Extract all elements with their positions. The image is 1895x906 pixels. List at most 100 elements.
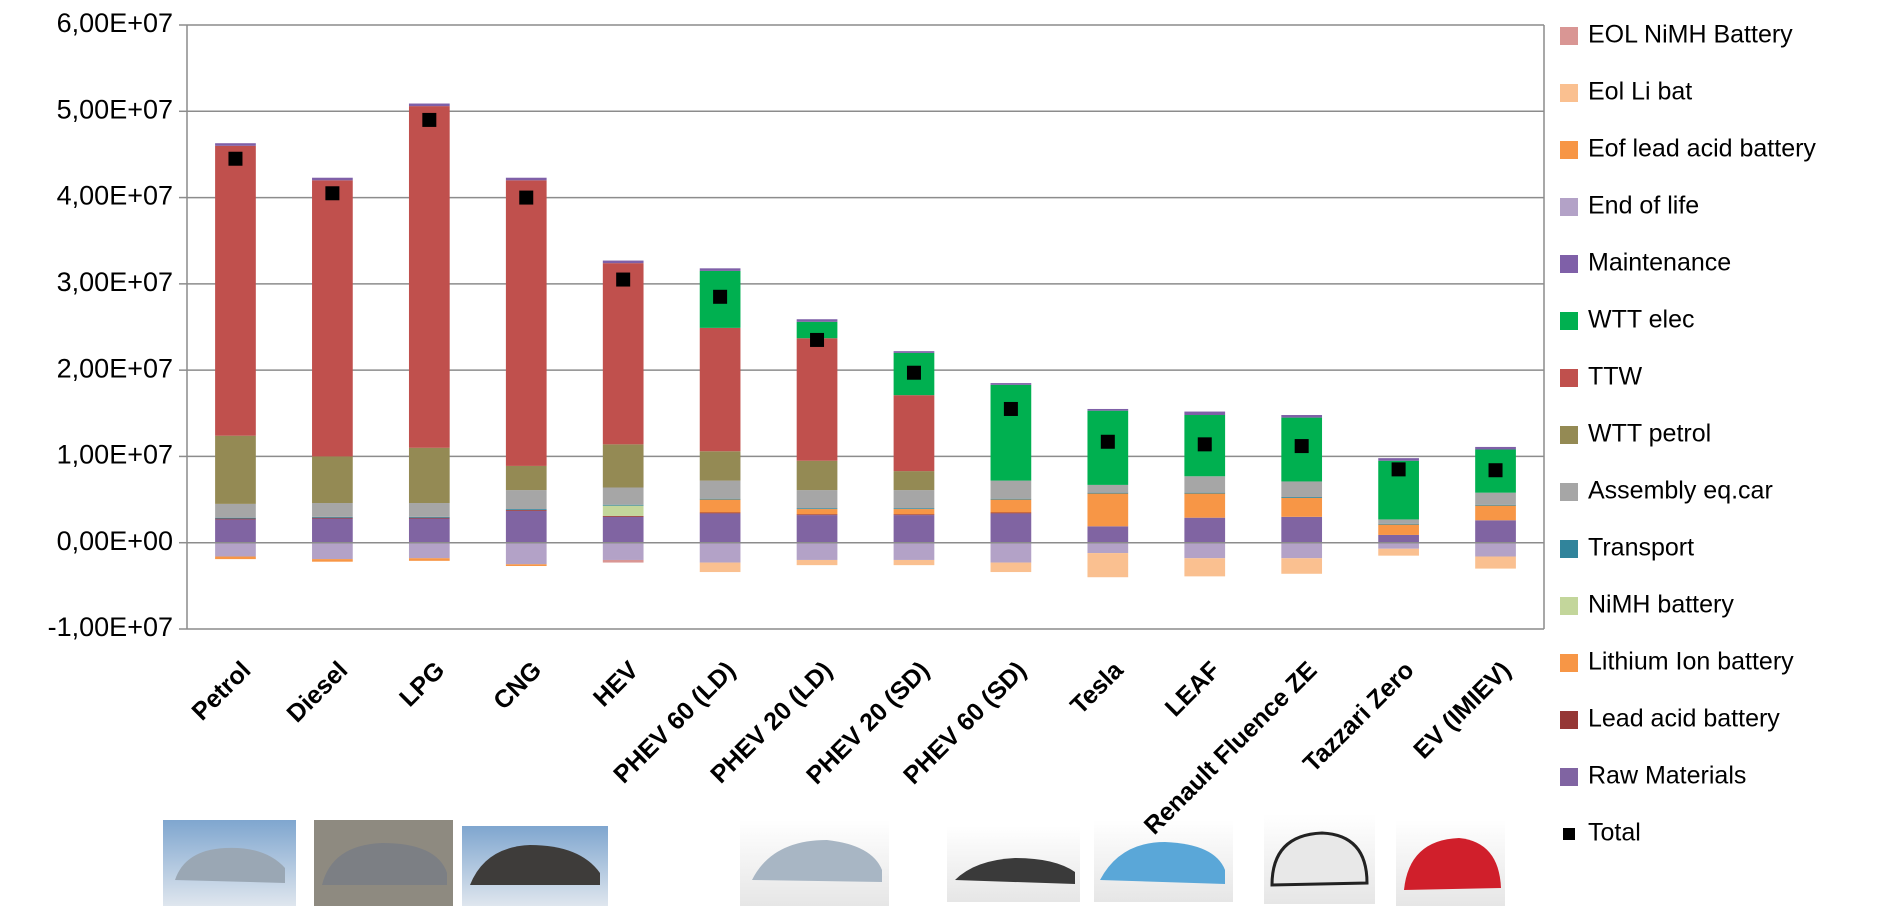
bar-segment [796,319,838,322]
legend-label: Transport [1588,534,1694,562]
bar-segment [990,498,1032,500]
bar-segment [602,542,644,560]
x-tick-label: Diesel [281,656,353,728]
car-shape [470,845,600,885]
legend-label: Assembly eq.car [1588,477,1773,505]
bar-segment [215,556,256,560]
car-shape [1100,842,1225,884]
legend-swatch [1560,597,1578,615]
x-tick-label: Renault Fluence ZE [1139,656,1323,840]
total-marker [228,151,243,166]
bar-segment [215,435,256,504]
total-marker [519,190,534,205]
bar-segment [796,321,838,339]
legend-label: WTT elec [1588,306,1695,334]
bar-segment [312,516,353,518]
bar-segment [699,327,741,452]
bar-segment [893,515,935,543]
bar-segment [312,542,353,560]
bar-segment [1378,534,1419,543]
bar-segment [796,460,838,491]
bar-segment [1087,484,1129,493]
legend-swatch [1560,768,1578,786]
bar-segment [1475,504,1516,506]
total-marker [325,186,340,201]
total-marker [1391,462,1406,477]
x-tick-label: LPG [394,656,450,712]
bar-segment [699,480,741,499]
car-shape [175,847,285,883]
bar-segment [893,471,935,491]
bar-segment [699,512,741,514]
bar-segment [893,508,935,510]
bar-segment [796,514,838,516]
bar-segment [215,542,256,557]
bar-segment [893,514,935,516]
bar-segment [312,180,353,457]
legend-swatch [1560,483,1578,501]
x-tick-label: EV (IMIEV) [1408,656,1516,764]
bar-segment [1087,408,1129,411]
car-photos [163,814,1505,906]
legend-label: Eof lead acid battery [1588,135,1816,163]
legend-label: WTT petrol [1588,420,1711,448]
legend-swatch [1560,540,1578,558]
bar-segment [505,509,547,511]
legend-swatch [1560,369,1578,387]
legend-label: Raw Materials [1588,762,1746,790]
bar-segment [505,180,547,466]
bar-segment [1281,496,1323,498]
bar-segment [796,338,838,461]
bar-segment [312,456,353,504]
bar-segment [1281,558,1323,574]
bar-segment [796,515,838,543]
y-tick-label: -1,00E+07 [48,612,173,642]
bar-segment [1087,542,1129,554]
bar-segment [1087,526,1129,543]
total-marker [1488,463,1503,478]
total-marker [422,112,437,127]
bar-segment [1184,411,1226,416]
car-shape [1404,838,1501,890]
bar-segment [990,384,1032,481]
bar-segment [1378,523,1419,525]
bar-segment [505,564,547,567]
car-shape [752,840,882,882]
bar-segment [1087,493,1129,527]
bar-segment [1184,492,1226,494]
bar-segment [1475,520,1516,543]
bar-segment [312,517,353,519]
total-marker [1003,401,1018,416]
bar-segment [408,517,450,519]
total-marker [713,289,728,304]
bar-segment [408,103,450,107]
bar-segment [1475,542,1516,557]
bar-segment [505,465,547,491]
bar-segment [602,487,644,505]
bar-segment [893,351,935,353]
bar-segment [1475,505,1516,521]
bar-segment [602,444,644,488]
bar-segment [505,509,547,510]
car-shape [1270,831,1369,887]
bar-segment [408,503,450,517]
bar-segment [408,106,450,448]
bar-segment [893,542,935,560]
bar-segment [990,512,1032,514]
bar-segment [1281,516,1323,543]
bar-segment [990,499,1032,513]
bar-segment [1281,481,1323,497]
bar-segment [215,518,256,520]
bar-segment [796,509,838,515]
legend-swatch [1560,255,1578,273]
legend-label: TTW [1588,363,1643,391]
bar-segment [312,177,353,181]
legend-label: Total [1588,819,1641,847]
bar-segment [699,498,741,500]
bar-segment [408,447,450,504]
bar-segment [408,516,450,518]
legend-label: NiMH battery [1588,591,1734,619]
bar-segment [1378,519,1419,524]
bar-segment [408,542,450,559]
bar-segment [1184,493,1226,518]
